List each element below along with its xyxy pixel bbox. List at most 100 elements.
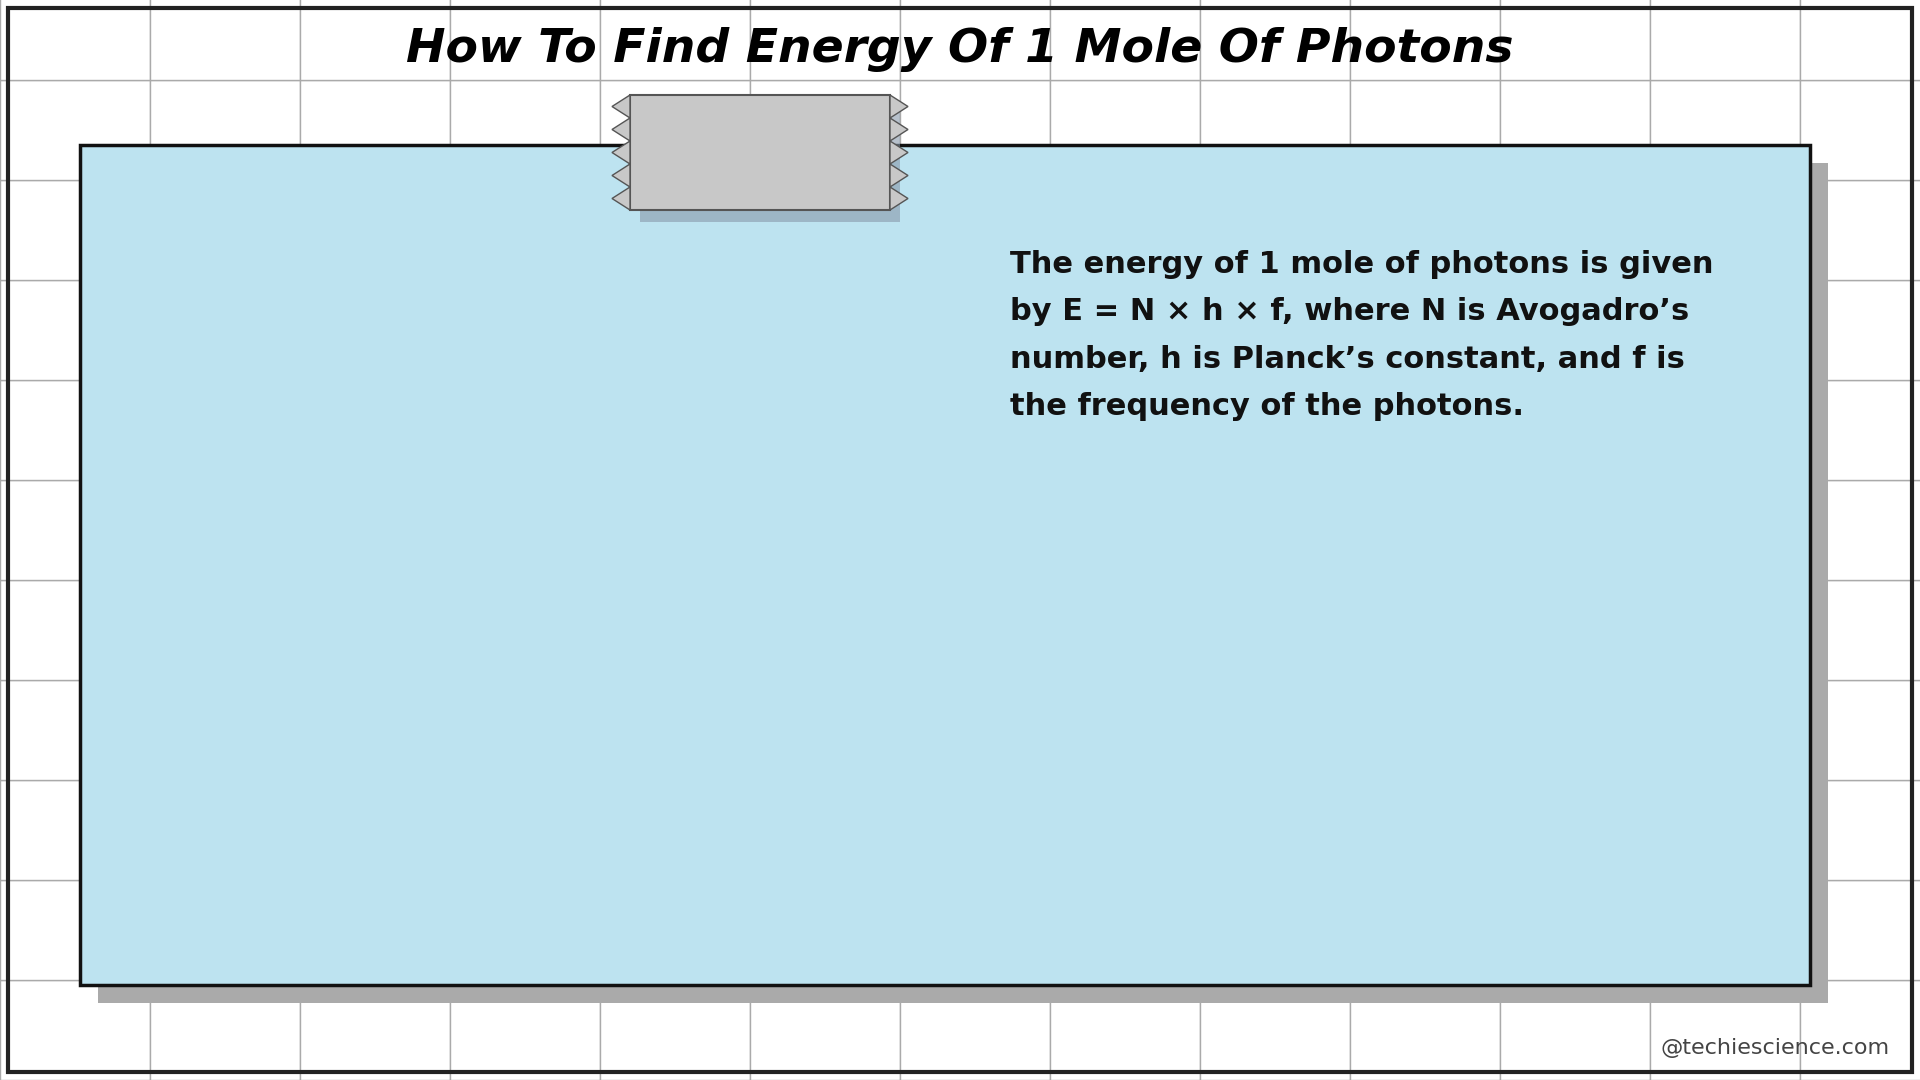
Polygon shape (891, 118, 908, 141)
Bar (1350, 780, 1500, 880)
Bar (1350, 680, 1500, 780)
Polygon shape (612, 141, 630, 164)
Bar (0, 280, 150, 380)
Bar (1801, 480, 1920, 580)
Bar (900, 0, 1050, 80)
Text: @techiescience.com: @techiescience.com (1661, 1038, 1889, 1058)
Bar (1500, 880, 1649, 980)
Bar (150, 980, 300, 1080)
Bar (449, 980, 599, 1080)
Bar (1200, 980, 1350, 1080)
Bar (0, 480, 150, 580)
Bar (1500, 480, 1649, 580)
Bar (751, 580, 900, 680)
Bar (1649, 680, 1801, 780)
Bar (1801, 380, 1920, 480)
Bar (751, 180, 900, 280)
Bar (751, 980, 900, 1080)
Bar (1801, 180, 1920, 280)
Bar (449, 280, 599, 380)
Bar (1500, 0, 1649, 80)
Bar (1350, 0, 1500, 80)
Bar (0, 980, 150, 1080)
Bar (1801, 280, 1920, 380)
Bar (98, 163, 1828, 1003)
Bar (150, 0, 300, 80)
Bar (449, 0, 599, 80)
Bar (630, 95, 891, 210)
Bar (449, 180, 599, 280)
Bar (751, 680, 900, 780)
Bar (900, 680, 1050, 780)
Polygon shape (891, 95, 908, 118)
Bar (1200, 380, 1350, 480)
Bar (449, 780, 599, 880)
Bar (150, 380, 300, 480)
Bar (1801, 680, 1920, 780)
Bar (599, 880, 751, 980)
Bar (300, 980, 449, 1080)
Bar (599, 0, 751, 80)
Bar (300, 380, 449, 480)
Bar (300, 180, 449, 280)
Bar (0, 180, 150, 280)
Bar (1649, 380, 1801, 480)
Bar (0, 680, 150, 780)
Bar (1050, 280, 1200, 380)
Bar (1801, 80, 1920, 180)
Bar (900, 980, 1050, 1080)
Bar (1801, 580, 1920, 680)
Bar (0, 880, 150, 980)
Bar (599, 480, 751, 580)
Bar (300, 680, 449, 780)
Bar (150, 780, 300, 880)
Polygon shape (612, 95, 630, 118)
Bar (1500, 80, 1649, 180)
Bar (1350, 480, 1500, 580)
Bar (900, 780, 1050, 880)
Bar (1200, 680, 1350, 780)
Bar (449, 580, 599, 680)
Bar (150, 880, 300, 980)
Bar (1350, 880, 1500, 980)
Bar (1500, 580, 1649, 680)
Bar (150, 280, 300, 380)
Bar (1350, 580, 1500, 680)
Bar (1649, 780, 1801, 880)
Bar (449, 880, 599, 980)
Bar (150, 80, 300, 180)
Bar (639, 107, 900, 222)
Bar (1500, 180, 1649, 280)
Bar (449, 80, 599, 180)
Bar (1200, 480, 1350, 580)
Bar (1649, 480, 1801, 580)
Bar (1050, 480, 1200, 580)
Bar (1801, 0, 1920, 80)
Bar (300, 480, 449, 580)
Bar (1649, 280, 1801, 380)
Bar (751, 280, 900, 380)
Bar (1200, 780, 1350, 880)
Bar (150, 480, 300, 580)
Polygon shape (891, 141, 908, 164)
Bar (1050, 80, 1200, 180)
Bar (1050, 880, 1200, 980)
Polygon shape (612, 187, 630, 210)
Bar (1200, 580, 1350, 680)
Bar (300, 880, 449, 980)
Bar (599, 680, 751, 780)
Bar (449, 380, 599, 480)
Bar (900, 80, 1050, 180)
Bar (599, 280, 751, 380)
Bar (1200, 180, 1350, 280)
Bar (1350, 980, 1500, 1080)
Bar (1050, 580, 1200, 680)
Bar (1649, 0, 1801, 80)
Bar (751, 380, 900, 480)
Bar (449, 480, 599, 580)
Bar (300, 0, 449, 80)
Bar (1050, 680, 1200, 780)
Bar (0, 380, 150, 480)
Bar (81, 145, 1811, 985)
Bar (1350, 80, 1500, 180)
